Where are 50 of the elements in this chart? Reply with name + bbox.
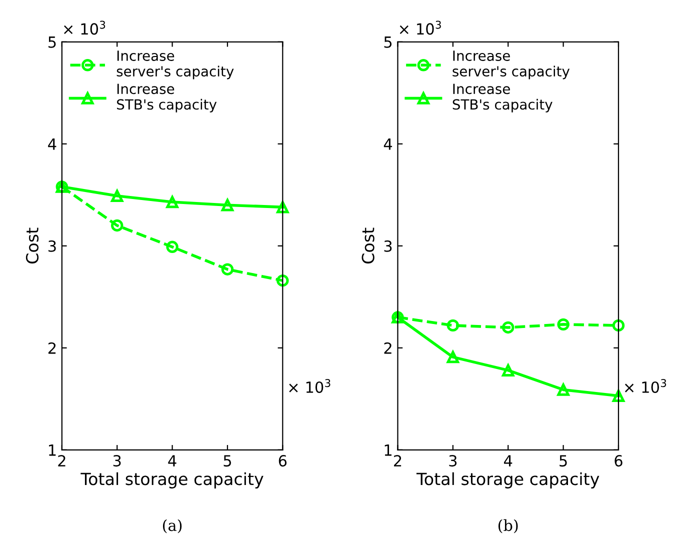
y-tick-label: 1 <box>384 444 392 456</box>
x-tick-label: 2 <box>394 455 402 466</box>
text: × 10$^{3}$ <box>400 20 441 35</box>
x-tick-label: 5 <box>560 455 567 467</box>
point <box>612 319 625 332</box>
y-tick-label: 4 <box>48 138 56 150</box>
point <box>221 263 234 276</box>
y-axis-title: Cost <box>26 228 39 264</box>
text: (a) <box>162 519 182 534</box>
legend-label: Increase server's capacity <box>452 50 570 80</box>
x-tick-label: 6 <box>614 455 622 467</box>
text: × 10$^{3}$ <box>625 379 666 394</box>
y-tick-label: 3 <box>384 240 392 252</box>
legend-label: Increase STB's capacity <box>117 84 217 112</box>
y-tick-label: 2 <box>48 342 56 354</box>
point <box>446 319 460 332</box>
text: × 10$^{3}$ <box>289 379 330 394</box>
x-tick-label: 4 <box>504 455 512 466</box>
point <box>276 201 289 214</box>
point <box>221 198 234 212</box>
y-tick-label: 4 <box>384 138 392 150</box>
x-tick-label: 3 <box>113 455 121 467</box>
point <box>110 219 124 232</box>
text: (b) <box>498 519 518 534</box>
x-tick-label: 5 <box>224 455 231 467</box>
point <box>557 318 570 331</box>
x-tick-label: 2 <box>58 455 66 466</box>
text: × 10$^{3}$ <box>64 20 106 35</box>
y-axis-title: Cost <box>362 228 374 264</box>
y-tick-label: 3 <box>48 240 56 252</box>
x-tick-label: 3 <box>449 455 457 467</box>
x-axis-title: Total storage capacity <box>80 472 264 488</box>
point <box>110 190 124 202</box>
y-tick-label: 5 <box>384 36 392 48</box>
x-tick-label: 6 <box>278 455 287 467</box>
point <box>276 274 289 287</box>
point <box>502 364 514 376</box>
x-tick-label: 4 <box>168 455 176 466</box>
x-axis-title: Total storage capacity <box>416 472 600 488</box>
legend-label: Increase STB's capacity <box>452 84 552 112</box>
point <box>557 384 570 396</box>
point <box>166 240 178 254</box>
point <box>612 390 625 402</box>
point <box>446 350 460 364</box>
y-tick-label: 1 <box>49 444 56 456</box>
y-tick-label: 2 <box>384 342 392 354</box>
y-tick-label: 5 <box>48 36 56 48</box>
legend-label: Increase server's capacity <box>116 50 234 80</box>
point <box>502 321 514 334</box>
point <box>166 196 178 208</box>
